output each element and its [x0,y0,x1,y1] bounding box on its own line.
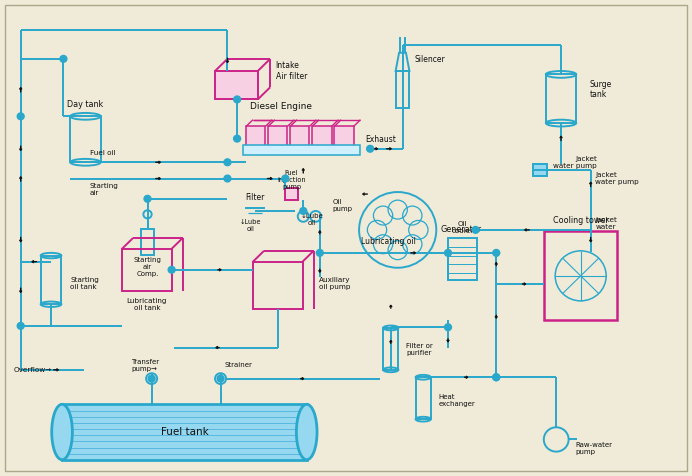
Circle shape [168,267,175,273]
Text: Transfer
pump→: Transfer pump→ [131,358,158,372]
Circle shape [234,96,241,103]
Circle shape [17,113,24,119]
FancyBboxPatch shape [268,127,287,147]
Text: Jacket
water: Jacket water [596,217,617,229]
Text: Surge
tank: Surge tank [590,79,612,99]
Text: Starting
air: Starting air [89,183,118,196]
Text: Diesel Engine: Diesel Engine [250,102,311,111]
Text: Cooling tower: Cooling tower [553,216,608,225]
Circle shape [493,374,500,381]
FancyBboxPatch shape [312,127,331,147]
Text: Silencer: Silencer [415,55,446,64]
Circle shape [493,374,500,381]
Ellipse shape [52,404,73,460]
Text: Fuel tank: Fuel tank [161,427,208,437]
FancyBboxPatch shape [243,145,361,155]
Ellipse shape [296,404,317,460]
FancyBboxPatch shape [334,127,354,147]
Circle shape [224,159,231,166]
Text: Fuel
Injection
pump: Fuel Injection pump [277,170,306,190]
Text: Heat
exchanger: Heat exchanger [438,394,475,407]
FancyBboxPatch shape [215,71,258,99]
Text: Jacket
water pump: Jacket water pump [596,172,639,185]
Text: Lubricating oil: Lubricating oil [361,237,416,246]
Text: Fuel oil: Fuel oil [89,150,115,157]
Text: Starting
oil tank: Starting oil tank [71,278,99,290]
Circle shape [17,323,24,329]
Text: Day tank: Day tank [67,99,104,109]
Text: Oil
cooler: Oil cooler [451,221,473,234]
Text: ↓Lube
oil: ↓Lube oil [300,213,323,226]
Text: Strainer: Strainer [224,362,252,368]
Text: Intake
Air filter: Intake Air filter [275,61,307,81]
Text: Generator: Generator [440,226,482,234]
Circle shape [224,175,231,182]
FancyBboxPatch shape [290,127,309,147]
Circle shape [60,56,67,62]
FancyBboxPatch shape [62,404,307,460]
Circle shape [493,249,500,256]
Text: Exhaust: Exhaust [365,135,396,144]
Text: Starting
air
Comp.: Starting air Comp. [134,257,161,277]
Circle shape [282,175,289,182]
Text: Raw-water
pump: Raw-water pump [576,442,612,456]
FancyBboxPatch shape [534,164,547,176]
Text: Overflow→: Overflow→ [14,367,52,373]
Circle shape [472,227,479,233]
Circle shape [300,208,307,214]
Text: Auxiliary
oil pump: Auxiliary oil pump [319,277,351,290]
Circle shape [144,196,151,202]
Circle shape [217,375,224,382]
Circle shape [316,249,323,256]
Text: Lubricating
oil tank: Lubricating oil tank [127,298,167,311]
Text: Oil
pump: Oil pump [332,199,352,212]
Circle shape [148,375,155,382]
Text: Jacket
water pump: Jacket water pump [553,156,597,169]
Circle shape [367,145,374,152]
Circle shape [444,324,451,331]
Text: Filter or
purifier: Filter or purifier [406,343,432,356]
Text: Filter: Filter [246,193,265,202]
FancyBboxPatch shape [285,188,298,200]
FancyBboxPatch shape [246,127,265,147]
Circle shape [444,249,451,256]
Text: ↓Lube
oil: ↓Lube oil [240,219,262,232]
Circle shape [234,135,241,142]
